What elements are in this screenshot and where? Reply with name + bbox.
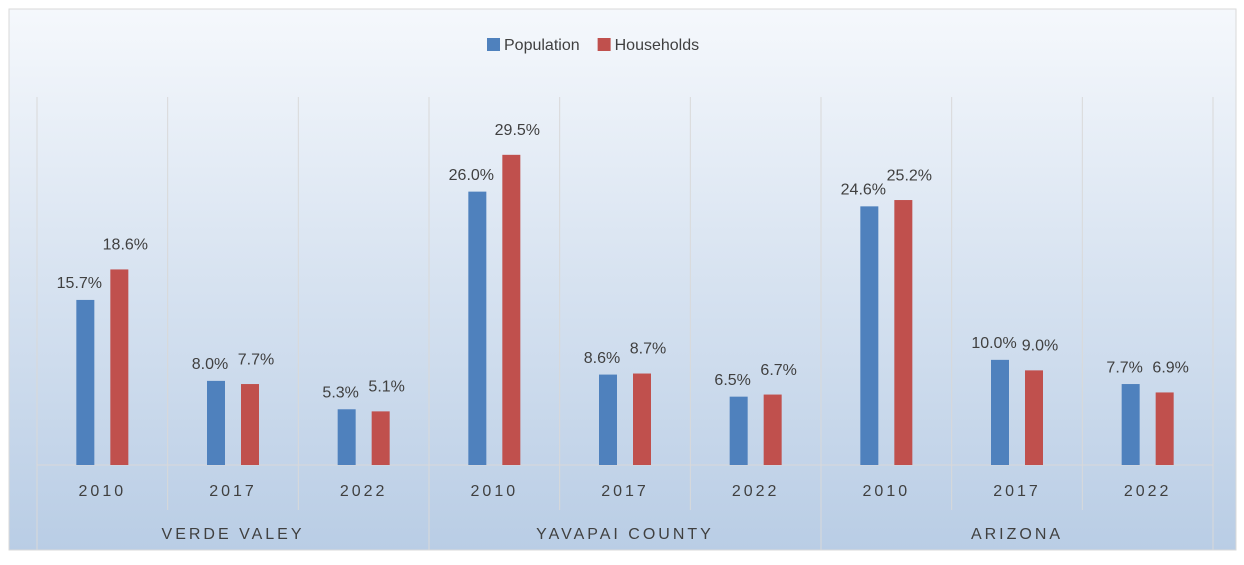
legend-label: Population — [504, 37, 580, 54]
group-label: ARIZONA — [971, 526, 1063, 543]
data-label: 6.7% — [760, 362, 796, 379]
data-label: 7.7% — [238, 351, 274, 368]
bar — [633, 373, 651, 465]
data-label: 6.5% — [714, 372, 750, 389]
x-tick-label: 2022 — [732, 483, 780, 500]
bar — [371, 411, 390, 465]
bar — [1121, 384, 1140, 465]
chart-background — [8, 8, 1237, 551]
data-label: 6.9% — [1152, 360, 1188, 377]
legend-swatch — [487, 38, 500, 51]
data-label: 7.7% — [1106, 359, 1142, 376]
bar — [468, 191, 487, 465]
data-label: 5.3% — [322, 384, 358, 401]
data-label: 26.0% — [449, 167, 494, 184]
bar — [763, 394, 782, 465]
data-label: 9.0% — [1022, 338, 1058, 355]
bar — [110, 269, 129, 465]
bar — [729, 396, 748, 465]
group-label: YAVAPAI COUNTY — [536, 526, 714, 543]
bar — [337, 409, 356, 465]
legend-swatch — [597, 38, 611, 51]
data-label: 25.2% — [887, 167, 932, 184]
group-label: VERDE VALEY — [162, 526, 305, 543]
bar — [1155, 392, 1174, 465]
x-tick-label: 2010 — [471, 483, 519, 500]
x-tick-label: 2022 — [1124, 483, 1172, 500]
bar — [1025, 370, 1043, 465]
bar — [207, 380, 225, 465]
bar — [76, 299, 95, 465]
data-label: 8.0% — [192, 356, 228, 373]
bar — [860, 206, 879, 465]
data-label: 24.6% — [841, 182, 886, 199]
data-label: 15.7% — [57, 275, 102, 292]
x-tick-label: 2017 — [601, 483, 649, 500]
legend-label: Households — [615, 37, 700, 54]
data-label: 29.5% — [495, 122, 540, 139]
bar — [894, 200, 913, 466]
bar — [241, 384, 259, 465]
data-label: 8.6% — [584, 350, 620, 367]
x-tick-label: 2017 — [209, 483, 257, 500]
bar — [991, 359, 1009, 465]
bar — [502, 154, 521, 466]
x-tick-label: 2010 — [79, 483, 127, 500]
data-label: 5.1% — [368, 379, 404, 396]
data-label: 10.0% — [971, 335, 1016, 352]
data-label: 8.7% — [630, 341, 666, 358]
bar — [599, 374, 617, 465]
x-tick-label: 2010 — [863, 483, 911, 500]
x-tick-label: 2017 — [993, 483, 1041, 500]
data-label: 18.6% — [103, 237, 148, 254]
x-tick-label: 2022 — [340, 483, 388, 500]
